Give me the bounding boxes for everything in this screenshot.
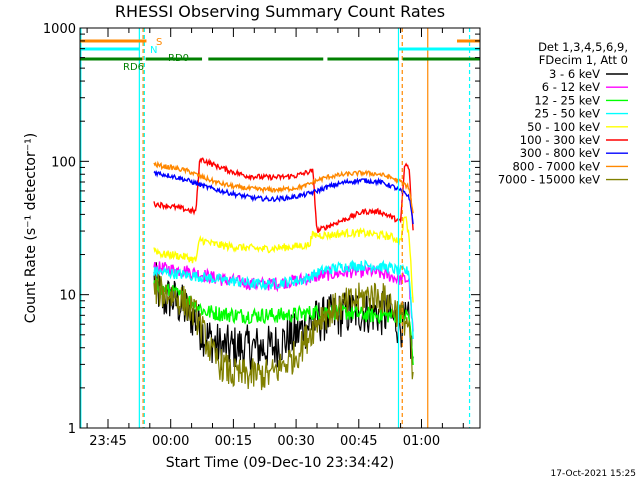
x-axis-label: Start Time (09-Dec-10 23:34:42)	[166, 455, 394, 471]
legend-label-1: 6 - 12 keV	[542, 80, 600, 94]
x-tick-label-1: 00:00	[152, 434, 189, 449]
legend-label-4: 50 - 100 keV	[527, 120, 600, 134]
plot-frame	[79, 27, 481, 429]
x-tick-label-4: 00:45	[340, 434, 377, 449]
plot-area	[80, 28, 480, 428]
series-line-6	[153, 169, 414, 225]
series-line-7	[153, 160, 414, 214]
axes: 1 10 100 1000 23:45 00:00 00:15 00:30 00:45 01:00	[43, 22, 481, 449]
legend-label-2: 12 - 25 keV	[534, 93, 600, 107]
annotation-rd0: RD0	[168, 53, 189, 64]
y-tick-label-0: 1	[68, 422, 76, 437]
legend-header-2: FDecim 1, Att 0	[539, 53, 628, 67]
y-tick-label-3: 1000	[43, 22, 76, 37]
timestamp: 17-Oct-2021 15:25	[551, 469, 636, 479]
x-tick-label-5: 01:00	[403, 434, 440, 449]
series-line-5	[153, 157, 414, 233]
series-line-4	[153, 216, 414, 303]
legend-label-5: 100 - 300 keV	[520, 133, 600, 147]
legend-label-3: 25 - 50 keV	[534, 107, 600, 121]
legend-label-8: 7000 - 15000 keV	[498, 173, 600, 187]
annotation-s: S	[156, 37, 162, 48]
annotation-rd6: RD6	[123, 62, 144, 73]
chart-title: RHESSI Observing Summary Count Rates	[115, 2, 445, 21]
legend: Det 1,3,4,5,6,9, FDecim 1, Att 0 3 - 6 k…	[498, 40, 628, 187]
y-tick-label-2: 100	[51, 155, 76, 170]
x-tick-label-0: 23:45	[89, 434, 126, 449]
legend-header-1: Det 1,3,4,5,6,9,	[538, 40, 628, 54]
legend-label-6: 300 - 800 keV	[520, 146, 600, 160]
annotation-n: N	[150, 45, 157, 56]
y-axis-label: Count Rate (s⁻¹ detector⁻¹)	[23, 133, 39, 323]
x-tick-label-2: 00:15	[215, 434, 252, 449]
legend-label-7: 800 - 7000 keV	[512, 159, 600, 173]
legend-label-0: 3 - 6 keV	[549, 67, 600, 81]
x-tick-label-3: 00:30	[277, 434, 314, 449]
series-line-3	[153, 259, 414, 340]
series-line-8	[153, 274, 414, 391]
y-tick-label-1: 10	[59, 289, 76, 304]
